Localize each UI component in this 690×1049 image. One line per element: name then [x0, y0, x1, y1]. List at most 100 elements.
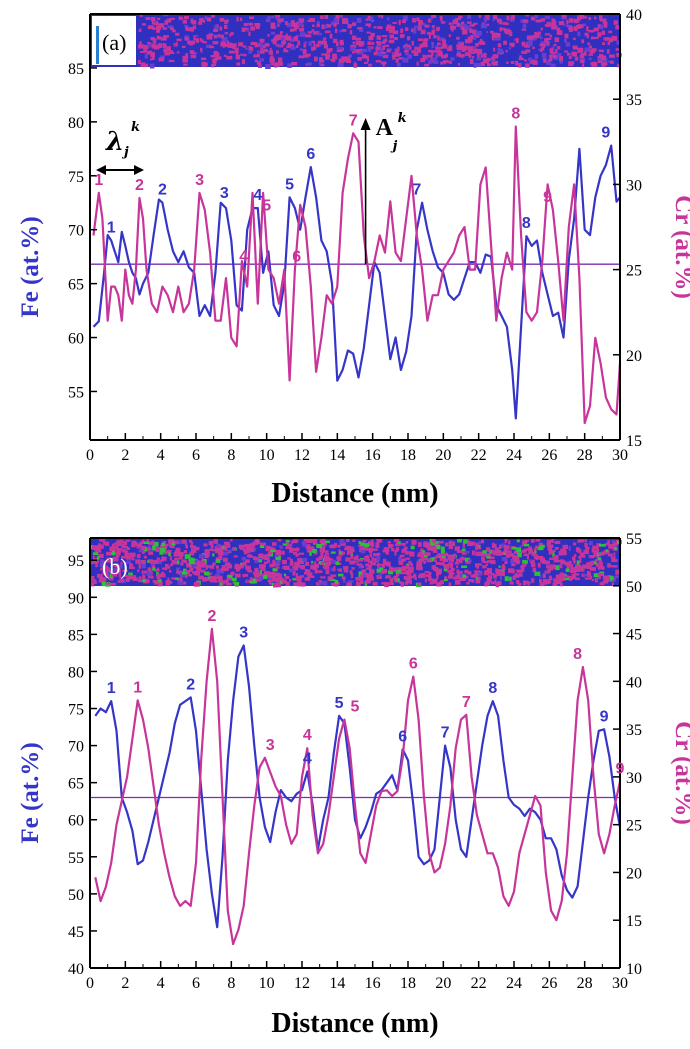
- atom-map-speck: [233, 547, 237, 551]
- atom-map-speck: [204, 549, 210, 554]
- atom-map-speck: [547, 568, 554, 571]
- atom-map-speck: [215, 557, 219, 560]
- atom-map-speck: [439, 37, 445, 41]
- atom-map-speck: [549, 48, 553, 53]
- atom-map-speck: [418, 20, 423, 25]
- atom-map-speck: [544, 33, 551, 36]
- atom-map-speck: [559, 56, 564, 61]
- atom-map-speck: [296, 45, 299, 48]
- atom-map-speck: [437, 553, 443, 558]
- atom-map-speck: [323, 38, 326, 41]
- atom-map-speck: [105, 582, 111, 585]
- atom-map-speck: [143, 63, 149, 67]
- atom-map-speck: [583, 16, 588, 19]
- atom-map-speck: [191, 571, 195, 574]
- atom-map-speck: [194, 582, 197, 585]
- atom-map-speck: [277, 22, 281, 25]
- atom-map-speck: [448, 540, 453, 545]
- x-title: Distance (nm): [271, 1008, 438, 1039]
- atom-map-speck: [106, 558, 112, 563]
- y-right-tick-label: 20: [626, 348, 642, 365]
- y-right-tick-label: 45: [626, 627, 642, 644]
- atom-map-speck: [463, 25, 468, 29]
- atom-map-speck: [551, 18, 554, 23]
- atom-map-speck: [214, 576, 220, 580]
- atom-map-speck: [346, 557, 351, 561]
- atom-map-speck: [138, 563, 141, 569]
- atom-map-speck: [326, 555, 330, 558]
- atom-map-speck: [324, 555, 327, 558]
- atom-map-speck: [280, 580, 283, 585]
- atom-map-speck: [533, 37, 537, 41]
- atom-map-speck: [324, 30, 331, 33]
- atom-map-speck: [144, 45, 149, 50]
- atom-map-speck: [364, 556, 370, 561]
- atom-map-speck: [113, 563, 119, 567]
- atom-map-speck: [442, 558, 449, 563]
- atom-map-speck: [461, 47, 466, 52]
- atom-map-speck: [281, 559, 287, 565]
- peak-label-fe: 1: [107, 219, 116, 236]
- atom-map-speck: [584, 577, 591, 580]
- atom-map-speck: [382, 560, 387, 565]
- atom-map-speck: [491, 543, 497, 549]
- atom-map-speck: [506, 550, 512, 554]
- atom-map-speck: [497, 34, 501, 40]
- atom-map-speck: [216, 56, 222, 60]
- atom-map-speck: [237, 567, 240, 572]
- atom-map-speck: [555, 565, 560, 571]
- atom-map-speck: [514, 572, 518, 577]
- atom-map-speck: [395, 543, 401, 547]
- atom-map-speck: [333, 18, 339, 24]
- atom-map-speck: [275, 577, 282, 583]
- atom-map-speck: [503, 40, 507, 45]
- atom-map-speck: [451, 29, 454, 32]
- atom-map-speck: [444, 564, 450, 569]
- atom-map-speck: [400, 28, 403, 34]
- atom-map-speck: [302, 558, 308, 562]
- atom-map-speck: [566, 19, 569, 25]
- atom-map-speck: [306, 34, 312, 38]
- atom-map-speck: [293, 36, 298, 42]
- atom-map-speck: [216, 543, 221, 548]
- atom-map-speck: [476, 63, 481, 67]
- atom-map-speck: [285, 546, 291, 549]
- atom-map-speck: [322, 37, 327, 40]
- atom-map-speck: [469, 28, 473, 33]
- atom-map-speck: [491, 549, 495, 554]
- atom-map-speck: [422, 572, 426, 578]
- atom-map-speck: [291, 540, 296, 544]
- atom-map-speck: [467, 539, 470, 544]
- atom-map-speck: [438, 540, 444, 544]
- atom-map-speck: [398, 569, 401, 574]
- atom-map-speck: [461, 24, 468, 27]
- atom-map-speck: [577, 31, 581, 37]
- atom-map-speck: [424, 38, 429, 42]
- atom-map-speck: [341, 29, 347, 32]
- atom-map-speck: [592, 545, 596, 549]
- atom-map-speck: [339, 568, 342, 572]
- atom-map-speck: [356, 581, 359, 587]
- atom-map-speck: [339, 551, 342, 555]
- atom-map-speck: [472, 550, 475, 556]
- atom-map-speck: [315, 563, 319, 568]
- atom-map-speck: [124, 574, 131, 578]
- atom-map-speck: [568, 561, 572, 564]
- atom-map-speck: [219, 546, 223, 549]
- atom-map-speck: [275, 556, 279, 560]
- atom-map-speck: [431, 52, 434, 56]
- atom-map-speck: [598, 49, 604, 53]
- atom-map-speck: [434, 556, 438, 560]
- atom-map-speck: [296, 573, 298, 577]
- atom-map-speck: [386, 26, 389, 31]
- atom-map-speck: [165, 580, 168, 583]
- peak-label-fe: 6: [306, 146, 315, 163]
- atom-map-speck: [597, 32, 602, 38]
- atom-map-speck: [210, 55, 217, 58]
- atom-map-speck: [405, 541, 409, 544]
- atom-map-speck: [323, 44, 328, 49]
- atom-map-speck: [585, 546, 590, 550]
- atom-map-speck: [392, 21, 397, 24]
- atom-map-speck: [573, 26, 576, 31]
- atom-map-speck: [601, 551, 605, 556]
